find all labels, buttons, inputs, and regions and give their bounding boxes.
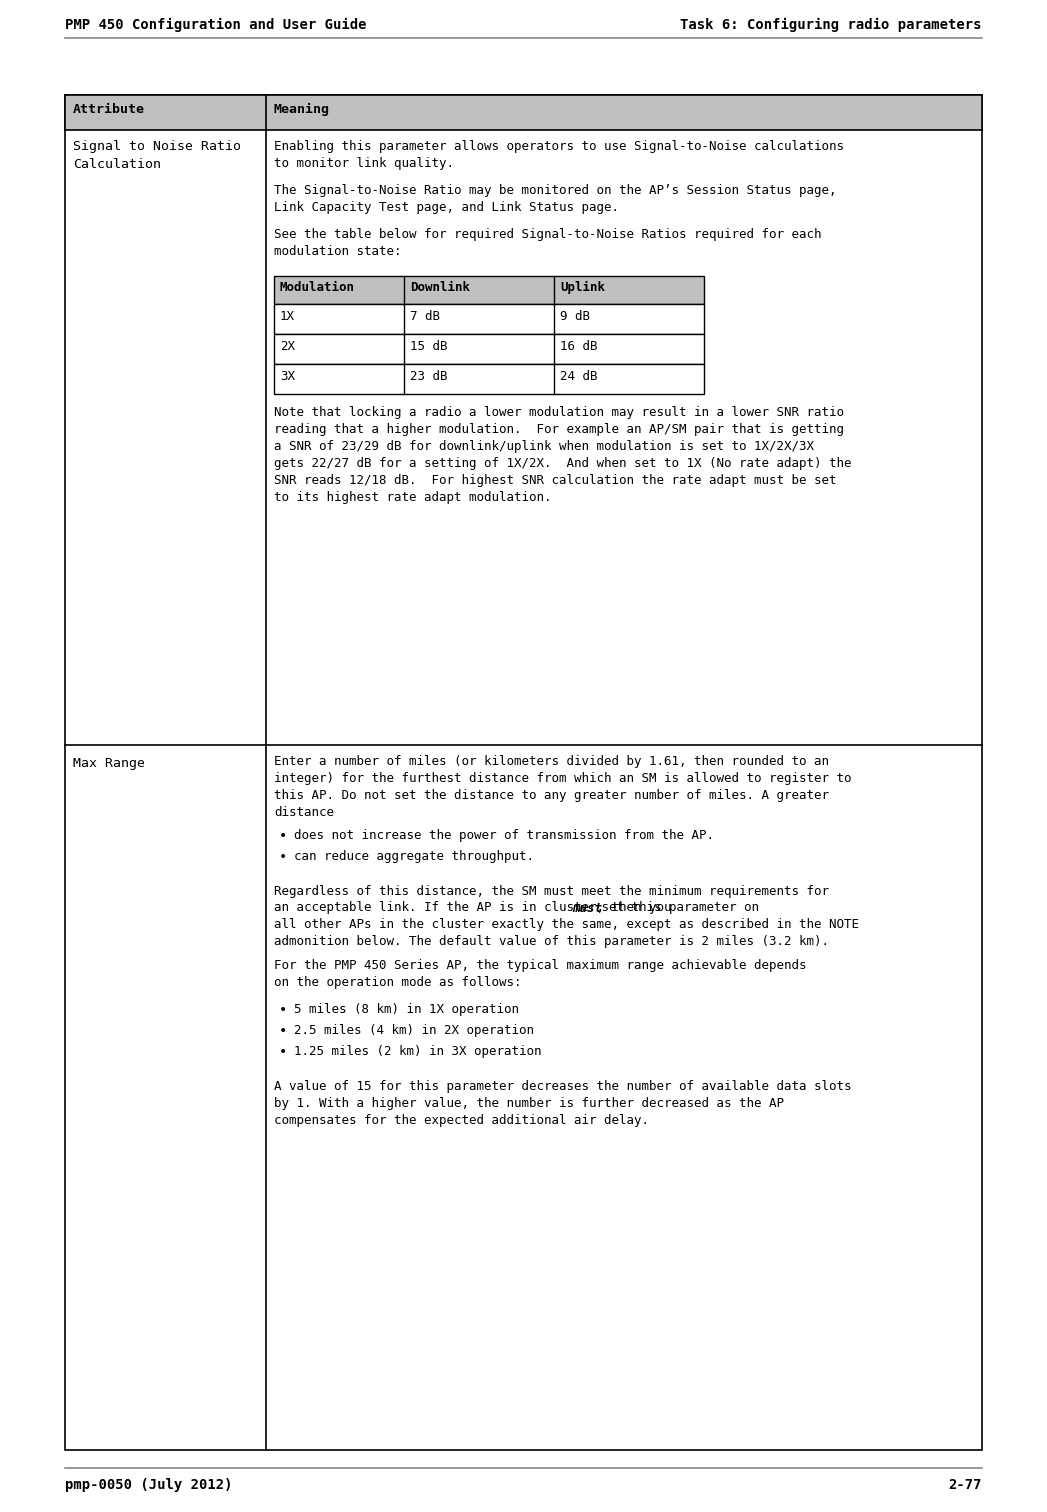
Text: The Signal-to-Noise Ratio may be monitored on the AP’s Session Status page,
Link: The Signal-to-Noise Ratio may be monitor… <box>274 184 837 215</box>
Text: Meaning: Meaning <box>274 103 330 116</box>
Bar <box>65 95 982 1450</box>
Text: PMP 450 Configuration and User Guide: PMP 450 Configuration and User Guide <box>65 18 366 32</box>
Text: all other APs in the cluster exactly the same, except as described in the NOTE: all other APs in the cluster exactly the… <box>274 918 859 931</box>
Text: pmp-0050 (July 2012): pmp-0050 (July 2012) <box>65 1479 232 1492</box>
Text: 2X: 2X <box>280 340 295 352</box>
Text: 7 dB: 7 dB <box>410 310 440 324</box>
Bar <box>65 95 982 130</box>
Text: Note that locking a radio a lower modulation may result in a lower SNR ratio
rea: Note that locking a radio a lower modula… <box>274 407 851 503</box>
Text: •: • <box>279 1045 287 1058</box>
Text: does not increase the power of transmission from the AP.: does not increase the power of transmiss… <box>294 829 714 842</box>
Text: Modulation: Modulation <box>280 281 355 293</box>
Text: 5 miles (8 km) in 1X operation: 5 miles (8 km) in 1X operation <box>294 1002 519 1016</box>
Text: •: • <box>279 850 287 863</box>
Bar <box>274 304 704 334</box>
Text: 23 dB: 23 dB <box>410 370 447 383</box>
Text: Max Range: Max Range <box>73 758 144 770</box>
Text: •: • <box>279 829 287 844</box>
Text: Enter a number of miles (or kilometers divided by 1.61, then rounded to an
integ: Enter a number of miles (or kilometers d… <box>274 754 851 820</box>
Bar <box>274 277 704 304</box>
Text: 1X: 1X <box>280 310 295 324</box>
Text: Attribute: Attribute <box>73 103 144 116</box>
Text: Uplink: Uplink <box>560 281 605 293</box>
Text: 1.25 miles (2 km) in 3X operation: 1.25 miles (2 km) in 3X operation <box>294 1045 541 1058</box>
Text: 9 dB: 9 dB <box>560 310 591 324</box>
Text: Downlink: Downlink <box>410 281 470 293</box>
Text: For the PMP 450 Series AP, the typical maximum range achievable depends
on the o: For the PMP 450 Series AP, the typical m… <box>274 959 806 989</box>
Text: Regardless of this distance, the SM must meet the minimum requirements for: Regardless of this distance, the SM must… <box>274 885 829 898</box>
Text: Signal to Noise Ratio
Calculation: Signal to Noise Ratio Calculation <box>73 141 241 171</box>
Text: 15 dB: 15 dB <box>410 340 447 352</box>
Text: can reduce aggregate throughput.: can reduce aggregate throughput. <box>294 850 534 863</box>
Text: must: must <box>572 901 602 915</box>
Text: 2.5 miles (4 km) in 2X operation: 2.5 miles (4 km) in 2X operation <box>294 1024 534 1037</box>
Text: 2-77: 2-77 <box>949 1479 982 1492</box>
Text: Task 6: Configuring radio parameters: Task 6: Configuring radio parameters <box>681 18 982 32</box>
Bar <box>274 334 704 364</box>
Text: Enabling this parameter allows operators to use Signal-to-Noise calculations
to : Enabling this parameter allows operators… <box>274 141 844 169</box>
Bar <box>274 364 704 395</box>
Text: •: • <box>279 1024 287 1039</box>
Text: See the table below for required Signal-to-Noise Ratios required for each
modula: See the table below for required Signal-… <box>274 228 822 259</box>
Text: an acceptable link. If the AP is in cluster, then you: an acceptable link. If the AP is in clus… <box>274 901 680 915</box>
Text: set this parameter on: set this parameter on <box>594 901 759 915</box>
Text: A value of 15 for this parameter decreases the number of available data slots
by: A value of 15 for this parameter decreas… <box>274 1080 851 1126</box>
Text: 24 dB: 24 dB <box>560 370 598 383</box>
Text: admonition below. The default value of this parameter is 2 miles (3.2 km).: admonition below. The default value of t… <box>274 934 829 948</box>
Text: 3X: 3X <box>280 370 295 383</box>
Text: 16 dB: 16 dB <box>560 340 598 352</box>
Text: •: • <box>279 1002 287 1018</box>
